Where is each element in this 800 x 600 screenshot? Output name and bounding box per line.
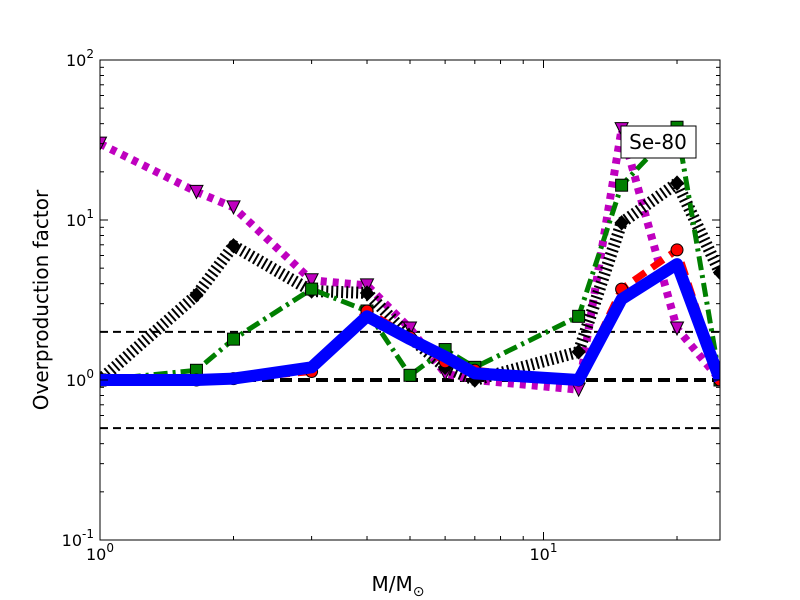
marker-diamond-1 [189, 287, 204, 303]
series-0 [100, 122, 720, 398]
x-tick-label: 100 [86, 541, 114, 564]
plot-frame [99, 59, 721, 541]
series-line-1 [100, 177, 720, 386]
y-tick-label: 102 [66, 47, 94, 70]
series-4 [100, 258, 720, 386]
series-1 [100, 175, 720, 388]
marker-circle-10 [670, 243, 684, 257]
marker-square-9 [615, 178, 629, 192]
annotation-box: Se-80 [620, 125, 697, 159]
marker-square-5 [403, 368, 417, 382]
marker-triangle-3 [304, 273, 319, 288]
marker-diamond-2 [226, 238, 241, 254]
series-3 [100, 243, 720, 387]
series-line-0 [100, 125, 720, 394]
marker-diamond-11 [712, 264, 720, 281]
y-axis-label: Overproduction factor [29, 189, 53, 410]
marker-diamond-8 [571, 344, 586, 360]
marker-square-3 [305, 282, 319, 296]
marker-triangle-5 [402, 321, 418, 337]
marker-diamond-4 [359, 285, 375, 301]
x-axis-label: M/M⊙ [372, 572, 425, 600]
marker-square-8 [572, 309, 586, 323]
marker-diamond-10 [669, 175, 685, 191]
marker-triangle-1 [189, 184, 204, 200]
y-tick-label: 100 [66, 367, 94, 390]
series-2 [100, 120, 720, 387]
series-line-3 [100, 246, 720, 384]
marker-square-2 [227, 332, 241, 346]
y-tick-label: 10-1 [62, 527, 94, 550]
marker-triangle-10 [669, 321, 685, 337]
series-line-4 [100, 258, 720, 386]
marker-diamond-9 [614, 215, 629, 231]
annotation-label: Se-80 [629, 130, 687, 154]
y-tick-label: 101 [66, 207, 94, 230]
x-axis-label-text: M/M [372, 572, 413, 596]
x-tick-label: 101 [530, 541, 558, 564]
series-layer [100, 120, 720, 398]
marker-triangle-2 [226, 200, 241, 215]
x-axis-label-subscript: ⊙ [413, 584, 425, 600]
